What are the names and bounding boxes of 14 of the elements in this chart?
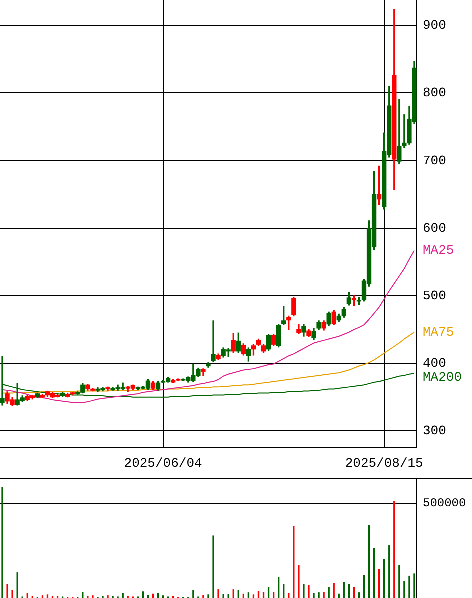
y-tick-label: 400 bbox=[423, 356, 446, 371]
y-tick-label: 500 bbox=[423, 288, 446, 304]
y-tick-label: 800 bbox=[423, 86, 446, 101]
series-label: MA75 bbox=[423, 324, 454, 340]
candlestick bbox=[211, 320, 216, 363]
y-tick-label: 700 bbox=[423, 153, 446, 168]
x-tick-label: 2025/08/15 bbox=[345, 456, 424, 472]
y-tick-label: 500000 bbox=[423, 496, 466, 511]
y-tick-label: 900 bbox=[423, 18, 446, 34]
x-tick-label: 2025/06/04 bbox=[124, 456, 202, 472]
y-tick-label: 300 bbox=[423, 424, 446, 439]
y-tick-label: 600 bbox=[423, 220, 446, 236]
series-label: MA25 bbox=[423, 243, 454, 258]
series-label: MA200 bbox=[423, 370, 462, 385]
